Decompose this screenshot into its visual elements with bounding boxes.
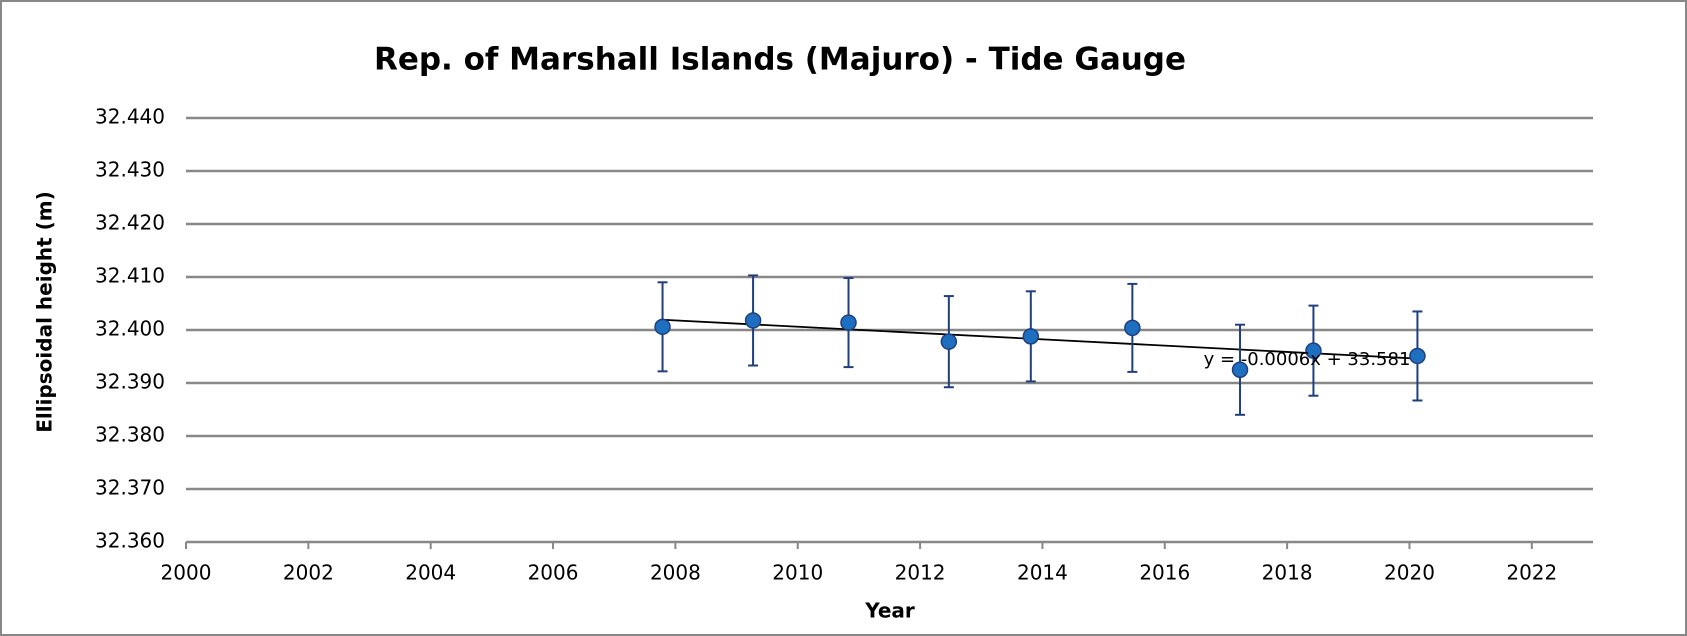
point bbox=[744, 312, 762, 329]
x-tick-label: 2006 bbox=[528, 561, 579, 585]
y-tick-label: 32.360 bbox=[95, 529, 165, 553]
x-tick-label: 2016 bbox=[1139, 561, 1190, 585]
point bbox=[654, 318, 671, 336]
x-tick-label: 2008 bbox=[650, 561, 701, 585]
chart-title: Rep. of Marshall Islands (Majuro) - Tide… bbox=[374, 42, 1186, 78]
x-tick-label: 2002 bbox=[283, 561, 334, 585]
point bbox=[840, 314, 857, 331]
x-tick-label: 2010 bbox=[772, 561, 823, 585]
x-tick-label: 2000 bbox=[161, 561, 212, 585]
x-tick-label: 2004 bbox=[405, 561, 456, 585]
y-tick-label: 32.410 bbox=[95, 264, 165, 288]
point bbox=[1022, 328, 1040, 345]
x-tick-label: 2012 bbox=[895, 561, 946, 585]
y-tick-label: 32.440 bbox=[95, 105, 165, 129]
y-axis-label: Ellipsoidal height (m) bbox=[33, 191, 57, 433]
point bbox=[1409, 347, 1426, 365]
trendline-equation: y = -0.0006x + 33.581 bbox=[1204, 349, 1411, 370]
y-tick-label: 32.390 bbox=[95, 370, 165, 394]
point bbox=[1231, 361, 1249, 378]
x-tick-label: 2014 bbox=[1017, 561, 1068, 585]
y-tick-label: 32.400 bbox=[95, 317, 165, 341]
y-tick-label: 32.420 bbox=[95, 211, 165, 235]
y-tick-label: 32.380 bbox=[95, 423, 165, 447]
point bbox=[1305, 342, 1322, 359]
point bbox=[1124, 319, 1141, 337]
y-tick-label: 32.370 bbox=[95, 476, 165, 500]
x-axis-label: Year bbox=[864, 599, 915, 623]
y-tick-label: 32.430 bbox=[95, 158, 165, 182]
x-tick-label: 2018 bbox=[1262, 561, 1313, 585]
x-tick-label: 2020 bbox=[1384, 561, 1435, 585]
point bbox=[940, 333, 958, 350]
x-tick-label: 2022 bbox=[1506, 561, 1557, 585]
trendline bbox=[662, 318, 1418, 360]
